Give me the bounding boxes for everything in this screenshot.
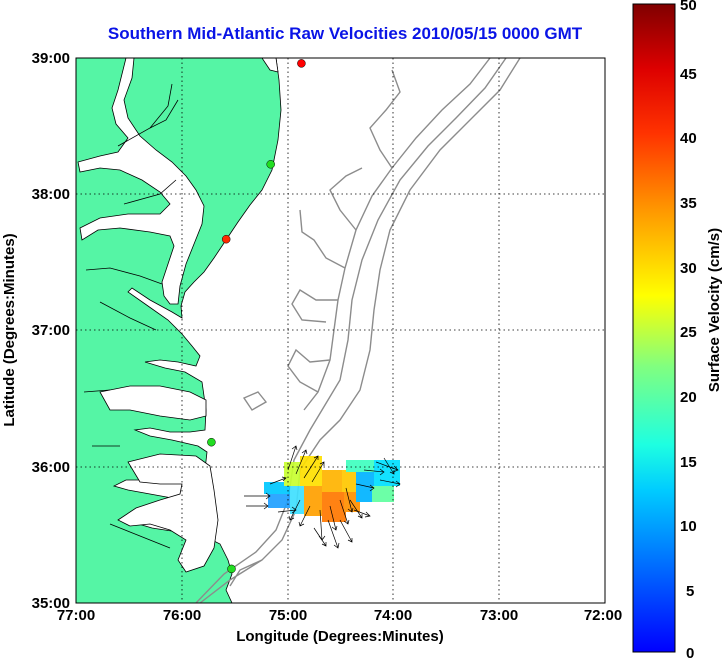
- colorbar-label: Surface Velocity (cm/s): [706, 228, 723, 392]
- colorbar-tick-label: 25: [680, 324, 697, 341]
- plot-frame: [75, 57, 606, 604]
- x-tick-label: 73:00: [480, 607, 518, 624]
- colorbar-tick-label: 40: [680, 130, 697, 147]
- colorbar: [632, 3, 676, 653]
- colorbar-tick-label: 20: [680, 389, 697, 406]
- colorbar-tick-label: 5: [686, 583, 694, 600]
- y-tick-label: 35:00: [32, 595, 70, 612]
- x-tick-label: 72:00: [584, 607, 622, 624]
- x-tick-label: 75:00: [269, 607, 307, 624]
- station-markers: [207, 59, 306, 574]
- x-tick-label: 76:00: [163, 607, 201, 624]
- station-marker: [297, 59, 306, 68]
- x-axis-label: Longitude (Degrees:Minutes): [236, 628, 444, 645]
- chesapeake-bay: [77, 58, 205, 305]
- y-tick-labels: 39:00 38:00 37:00 36:00 35:00: [32, 50, 70, 612]
- colorbar-tick-labels: 50 45 40 35 30 25 20 15 10 5 0: [680, 0, 697, 659]
- albemarle-sound: [99, 385, 207, 421]
- colorbar-tick-label: 10: [680, 518, 697, 535]
- x-tick-label: 77:00: [57, 607, 95, 624]
- colorbar-tick-label: 50: [680, 0, 697, 14]
- colorbar-tick-label: 15: [680, 454, 697, 471]
- y-tick-label: 39:00: [32, 50, 70, 67]
- y-tick-label: 37:00: [32, 322, 70, 339]
- delaware-bay: [261, 58, 279, 73]
- colorbar-tick-label: 45: [680, 66, 697, 83]
- colorbar-tick-label: 0: [686, 645, 694, 659]
- grid-lines: [76, 58, 605, 603]
- x-tick-label: 74:00: [374, 607, 412, 624]
- colorbar-tick-label: 35: [680, 195, 697, 212]
- y-tick-label: 38:00: [32, 186, 70, 203]
- station-marker: [227, 564, 236, 574]
- station-marker: [207, 437, 216, 447]
- y-tick-label: 36:00: [32, 459, 70, 476]
- colorbar-tick-label: 30: [680, 260, 697, 277]
- station-marker: [221, 234, 231, 244]
- map-title: Southern Mid-Atlantic Raw Velocities 201…: [107, 24, 583, 43]
- y-axis-label: Latitude (Degrees:Minutes): [1, 233, 18, 426]
- x-tick-labels: 77:00 76:00 75:00 74:00 73:00 72:00: [57, 607, 622, 624]
- river-lines: [83, 83, 179, 549]
- bathymetry-contours: [195, 58, 521, 603]
- velocity-arrows: [244, 445, 401, 549]
- pamlico-sound: [117, 453, 219, 573]
- station-marker: [266, 160, 275, 169]
